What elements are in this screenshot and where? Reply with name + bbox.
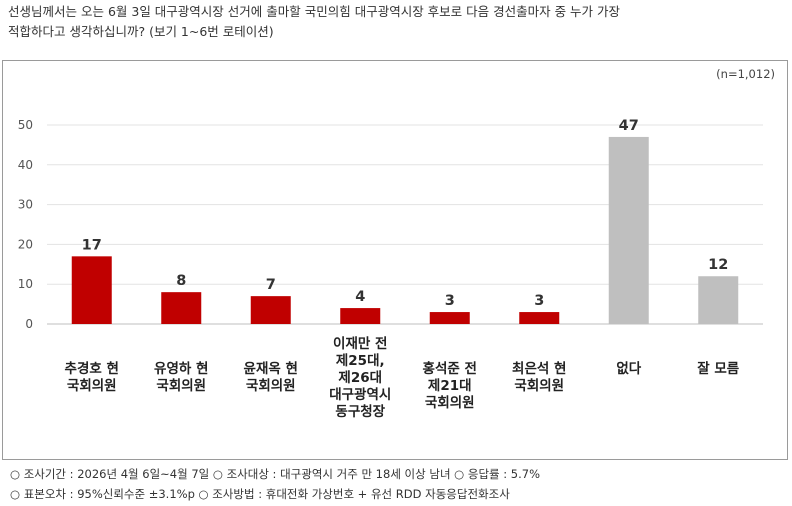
data-label: 7 <box>266 277 276 293</box>
data-label: 47 <box>619 118 639 134</box>
bar <box>519 312 560 324</box>
y-tick-label: 30 <box>18 198 33 212</box>
question-line-1: 선생님께서는 오는 6월 3일 대구광역시장 선거에 출마할 국민의힘 대구광역… <box>8 4 621 19</box>
y-tick-label: 50 <box>18 118 33 132</box>
x-tick-label: 없다 <box>616 361 641 377</box>
y-tick-label: 0 <box>25 317 33 331</box>
data-label: 3 <box>445 293 455 309</box>
sample-size-label: (n=1,012) <box>716 67 775 81</box>
x-tick-label: 이재만 전 <box>333 335 387 352</box>
data-label: 4 <box>355 289 365 305</box>
x-tick-label: 제25대, <box>336 353 385 369</box>
x-tick-label: 최은석 현 <box>512 361 566 377</box>
chart-frame: (n=1,012) 0 10 20 30 40 50 17 추경호 현 국회의원 8 유영하 현 국회… <box>2 60 788 460</box>
data-label: 8 <box>176 273 186 289</box>
bar <box>71 256 112 324</box>
y-tick-label: 10 <box>18 277 33 291</box>
data-label: 17 <box>82 237 102 253</box>
bar <box>340 308 381 324</box>
x-tick-label: 잘 모름 <box>697 361 740 377</box>
x-tick-label: 윤재옥 현 <box>244 361 298 377</box>
x-tick-label: 대구광역시 <box>329 386 391 403</box>
x-tick-label: 국회의원 <box>425 394 475 411</box>
x-tick-label: 국회의원 <box>156 377 206 394</box>
bar <box>429 312 470 324</box>
data-label: 3 <box>534 293 544 309</box>
survey-question: 선생님께서는 오는 6월 3일 대구광역시장 선거에 출마할 국민의힘 대구광역… <box>8 2 778 42</box>
data-label: 12 <box>708 257 728 273</box>
bar <box>698 276 739 324</box>
bar <box>250 296 291 324</box>
survey-footer: ○ 조사기간 : 2026년 4월 6일~4월 7일 ○ 조사대상 : 대구광역… <box>10 464 540 504</box>
y-tick-label: 20 <box>18 237 33 251</box>
x-tick-label: 유영하 현 <box>154 360 208 377</box>
x-tick-label: 제21대 <box>428 378 472 394</box>
x-tick-label: 국회의원 <box>246 377 296 394</box>
question-line-2: 적합하다고 생각하십니까? (보기 1~6번 로테이션) <box>8 24 274 39</box>
x-tick-label: 국회의원 <box>67 377 117 394</box>
x-tick-label: 동구청장 <box>335 403 385 420</box>
bar <box>608 136 649 324</box>
y-tick-label: 40 <box>18 158 33 172</box>
bar <box>161 292 202 324</box>
x-tick-label: 추경호 현 <box>65 360 119 377</box>
x-tick-label: 국회의원 <box>514 377 564 394</box>
x-tick-label: 홍석준 전 <box>423 360 477 377</box>
footer-line-2: ○ 표본오차 : 95%신뢰수준 ±3.1%p ○ 조사방법 : 휴대전화 가상… <box>10 487 510 501</box>
footer-line-1: ○ 조사기간 : 2026년 4월 6일~4월 7일 ○ 조사대상 : 대구광역… <box>10 467 541 481</box>
x-tick-label: 제26대 <box>338 370 382 386</box>
